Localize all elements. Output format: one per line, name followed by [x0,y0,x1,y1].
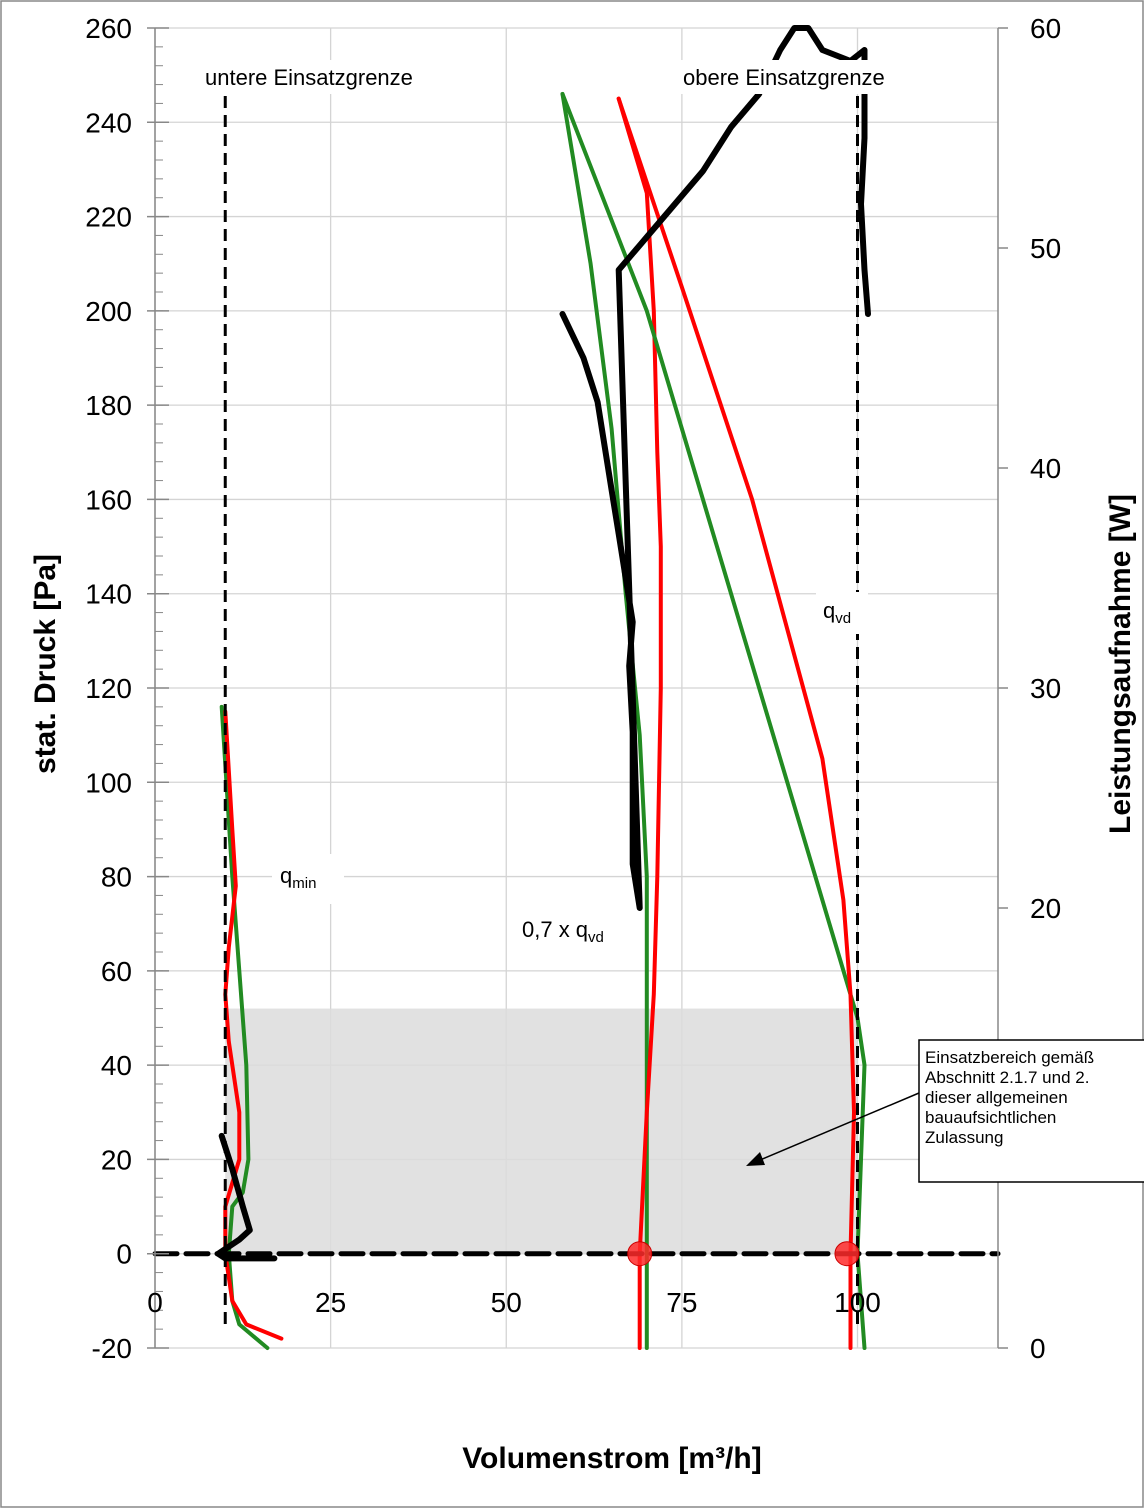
y-tick-label: 160 [85,484,132,515]
x-tick-label: 100 [834,1287,881,1318]
x-axis-title: Volumenstrom [m³/h] [462,1442,761,1475]
series-line-8 [559,25,871,911]
y-tick-label: 140 [85,579,132,610]
callout-line-1: Einsatzbereich gemäß [925,1048,1094,1067]
upper-limit-label: obere Einsatzgrenze [683,65,885,90]
tick-labels: -200204060801001201401601802002202402600… [85,13,1061,1364]
y-tick-label: 200 [85,296,132,327]
annotation-qvd: qvd [816,592,868,634]
series-line-6 [560,92,867,1350]
annotation-qmin: qmin [272,854,344,904]
x-tick-label: 0 [147,1287,163,1318]
callout-line-2: Abschnitt 2.1.7 und 2. [925,1068,1089,1087]
qmin-sub: min [292,875,316,892]
y-tick-label: 180 [85,390,132,421]
annotation-qvd-07: 0,7 x qvd [512,900,634,962]
y-axis-title: stat. Druck [Pa] [29,554,62,774]
lower-limit-label: untere Einsatzgrenze [205,65,413,90]
x-tick-label: 75 [666,1287,697,1318]
operating-points [627,1241,860,1267]
y2-tick-label: 60 [1030,13,1061,44]
callout-box: Einsatzbereich gemäß Abschnitt 2.1.7 und… [918,1039,1144,1183]
y-tick-label: 20 [101,1144,132,1175]
qvd-07-sub: vd [588,929,604,946]
y-tick-label: 240 [85,107,132,138]
y2-tick-label: 30 [1030,673,1061,704]
series-line-2 [223,709,284,1341]
annotation-lower-limit: untere Einsatzgrenze [196,60,466,94]
qvd-07-label: 0,7 x qvd [522,917,604,946]
operating-point [834,1241,860,1267]
qvd-07-main: 0,7 x q [522,917,588,942]
y-tick-label: -20 [92,1333,132,1364]
x-tick-label: 50 [491,1287,522,1318]
y2-tick-label: 0 [1030,1333,1046,1364]
series-line-4 [560,92,649,1350]
callout-line-4: bauaufsichtlichen [925,1108,1056,1127]
qmin-label: qmin [280,863,316,892]
y-tick-label: 0 [116,1239,132,1270]
operating-range-region [225,1008,858,1254]
qvd-label: qvd [823,598,851,627]
callout-line-5: Zulassung [925,1128,1003,1147]
qvd-sub: vd [835,610,851,627]
y2-tick-label: 40 [1030,453,1061,484]
limit-lines [223,96,859,1325]
series-line-3 [215,1132,278,1262]
y-tick-label: 100 [85,767,132,798]
callout-arrow [746,1092,920,1166]
series-line-5 [616,96,663,1350]
y-tick-label: 260 [85,13,132,44]
x-tick-label: 25 [315,1287,346,1318]
y2-tick-label: 50 [1030,233,1061,264]
annotation-upper-limit: obere Einsatzgrenze [676,60,934,94]
y-tick-label: 60 [101,956,132,987]
qvd-main: q [823,598,835,623]
qmin-main: q [280,863,292,888]
y-tick-label: 220 [85,202,132,233]
y-tick-label: 120 [85,673,132,704]
y2-axis-title: Leistungsaufnahme [W] [1104,494,1137,834]
callout-line-3: dieser allgemeinen [925,1088,1068,1107]
series-line-1 [219,704,270,1350]
operating-point [627,1241,653,1267]
y-tick-label: 80 [101,862,132,893]
y-tick-label: 40 [101,1050,132,1081]
series-line-7 [616,96,856,1350]
y2-tick-label: 20 [1030,893,1061,924]
